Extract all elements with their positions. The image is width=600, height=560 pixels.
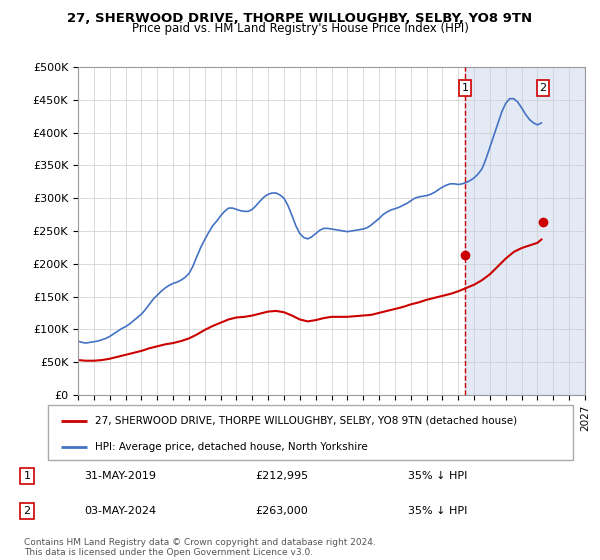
Text: 27, SHERWOOD DRIVE, THORPE WILLOUGHBY, SELBY, YO8 9TN: 27, SHERWOOD DRIVE, THORPE WILLOUGHBY, S… (67, 12, 533, 25)
Text: HPI: Average price, detached house, North Yorkshire: HPI: Average price, detached house, Nort… (95, 442, 368, 451)
Text: £263,000: £263,000 (256, 506, 308, 516)
Text: 2: 2 (23, 506, 31, 516)
Bar (465, 67, 585, 395)
Text: 1: 1 (461, 83, 469, 93)
Text: 35% ↓ HPI: 35% ↓ HPI (409, 471, 467, 481)
Text: Contains HM Land Registry data © Crown copyright and database right 2024.
This d: Contains HM Land Registry data © Crown c… (24, 538, 376, 557)
Text: 1: 1 (23, 471, 31, 481)
FancyBboxPatch shape (48, 405, 573, 460)
Text: 03-MAY-2024: 03-MAY-2024 (84, 506, 156, 516)
Text: 35% ↓ HPI: 35% ↓ HPI (409, 506, 467, 516)
Text: 31-MAY-2019: 31-MAY-2019 (84, 471, 156, 481)
Text: £212,995: £212,995 (256, 471, 308, 481)
Text: 27, SHERWOOD DRIVE, THORPE WILLOUGHBY, SELBY, YO8 9TN (detached house): 27, SHERWOOD DRIVE, THORPE WILLOUGHBY, S… (95, 416, 517, 426)
Text: Price paid vs. HM Land Registry's House Price Index (HPI): Price paid vs. HM Land Registry's House … (131, 22, 469, 35)
Text: 2: 2 (539, 83, 547, 93)
